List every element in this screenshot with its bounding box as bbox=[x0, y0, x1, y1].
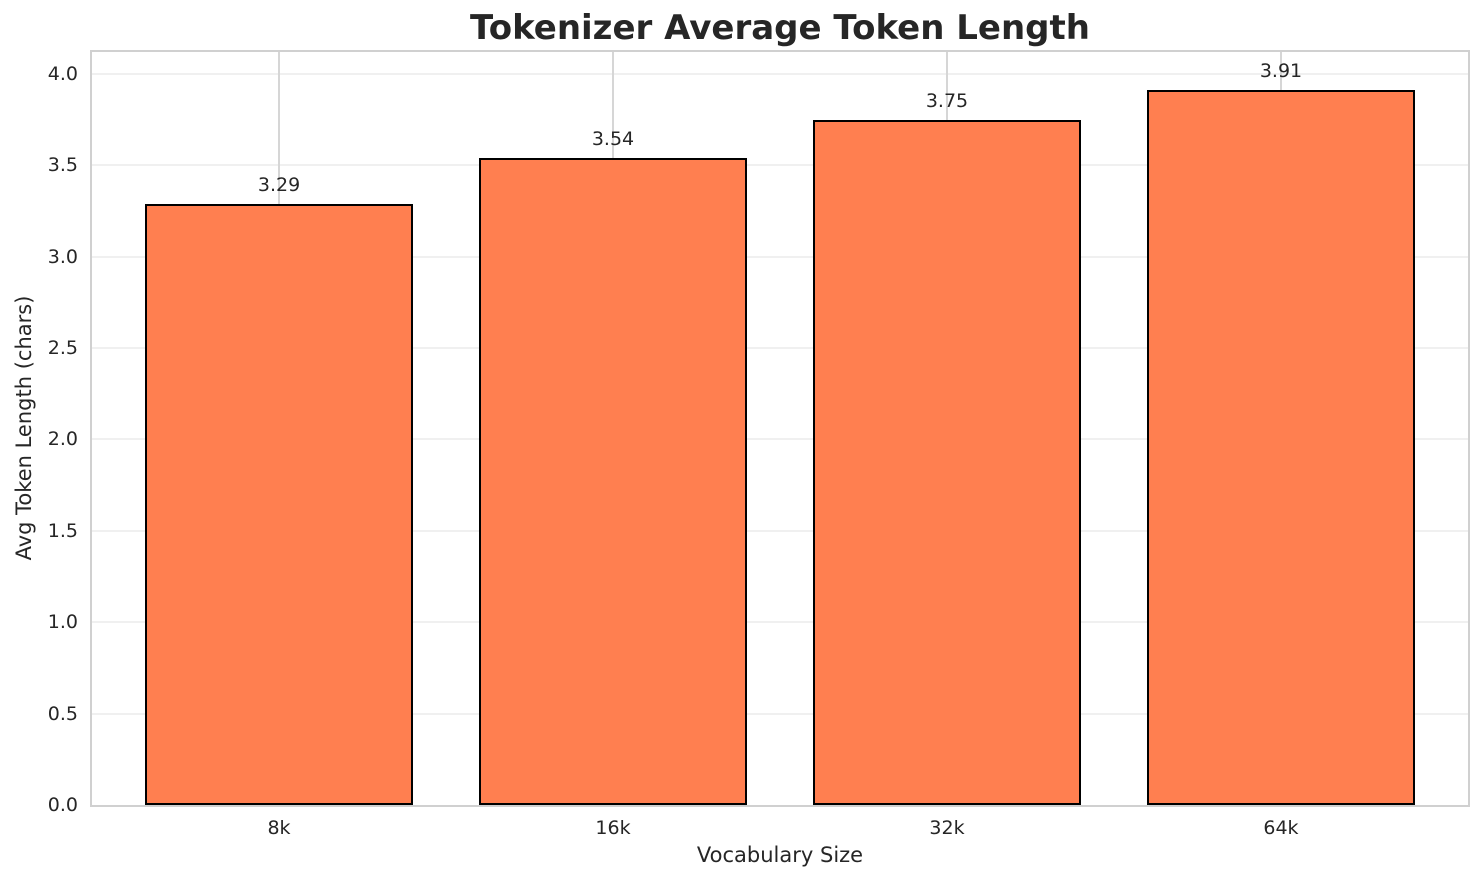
y-tick-label: 3.5 bbox=[47, 154, 78, 177]
y-gridline bbox=[92, 529, 1468, 532]
x-tick-label: 64k bbox=[1263, 817, 1299, 839]
y-tick-label: 4.0 bbox=[47, 62, 78, 85]
bar-value-label: 3.29 bbox=[257, 173, 301, 196]
bar-value-label: 3.91 bbox=[1259, 60, 1303, 83]
y-tick-label: 2.0 bbox=[47, 428, 78, 451]
y-gridline bbox=[92, 347, 1468, 350]
chart-title: Tokenizer Average Token Length bbox=[470, 8, 1090, 48]
y-gridline bbox=[92, 621, 1468, 624]
x-tick-label: 32k bbox=[929, 817, 965, 839]
bar-64k bbox=[1147, 90, 1415, 805]
y-gridline bbox=[92, 164, 1468, 167]
plot-area bbox=[90, 50, 1470, 807]
y-tick-label: 0.5 bbox=[47, 702, 78, 725]
x-tick-label: 8k bbox=[267, 817, 291, 839]
y-tick-label: 1.0 bbox=[47, 611, 78, 634]
bar-32k bbox=[813, 119, 1081, 805]
x-tick-label: 16k bbox=[595, 817, 631, 839]
y-gridline bbox=[92, 72, 1468, 75]
y-tick-label: 2.5 bbox=[47, 337, 78, 360]
y-tick-label: 3.0 bbox=[47, 245, 78, 268]
y-tick-label: 1.5 bbox=[47, 519, 78, 542]
bar-16k bbox=[479, 158, 747, 805]
bar-value-label: 3.75 bbox=[925, 89, 969, 112]
x-axis-label: Vocabulary Size bbox=[696, 843, 864, 867]
y-gridline bbox=[92, 438, 1468, 441]
y-gridline bbox=[92, 255, 1468, 258]
y-gridline bbox=[92, 712, 1468, 715]
bar-8k bbox=[145, 203, 413, 805]
y-tick-label: 0.0 bbox=[47, 794, 78, 816]
bar-value-label: 3.54 bbox=[591, 128, 635, 150]
